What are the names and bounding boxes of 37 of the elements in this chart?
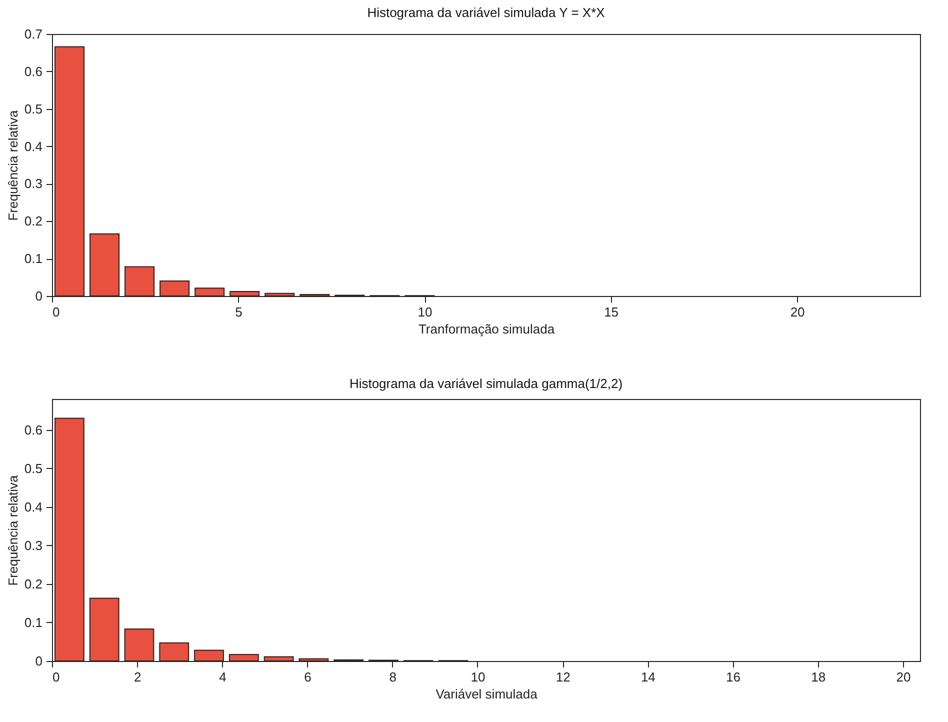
- x-tick-label: 5: [235, 304, 242, 320]
- y-tick-label: 0.5: [24, 101, 42, 116]
- chart-title: Histograma da variável simulada Y = X*X: [367, 5, 606, 20]
- x-axis-title: Tranformação simulada: [418, 322, 556, 336]
- x-tick-label: 6: [304, 670, 312, 684]
- x-tick-label: 20: [790, 304, 805, 320]
- x-axis-title: Variável simulada: [436, 686, 538, 702]
- y-axis-title: Frequência relativa: [5, 474, 20, 586]
- x-tick-label: 8: [389, 670, 397, 684]
- y-tick-label: 0.2: [24, 576, 42, 592]
- y-tick-label: 0.4: [24, 138, 42, 154]
- y-tick-label: 0.3: [24, 538, 42, 553]
- y-tick-label: 0.1: [24, 251, 42, 266]
- x-tick-label: 12: [556, 670, 570, 684]
- x-tick-label: 14: [640, 670, 656, 684]
- y-tick-label: 0.4: [24, 499, 42, 514]
- x-tick-label: 20: [896, 670, 911, 684]
- chart-title: Histograma da variável simulada gamma(1/2,2): [349, 376, 623, 391]
- y-tick-label: 0.3: [24, 176, 42, 192]
- y-tick-label: 0.2: [24, 214, 42, 229]
- y-tick-label: 0: [35, 654, 42, 668]
- x-tick-label: 10: [418, 304, 432, 320]
- x-tick-label: 18: [811, 670, 826, 684]
- x-tick-label: 2: [134, 670, 142, 684]
- x-tick-label: 4: [219, 670, 226, 684]
- x-tick-label: 10: [470, 670, 486, 684]
- y-tick-label: 0: [35, 288, 42, 304]
- y-tick-label: 0.1: [24, 614, 42, 630]
- y-tick-label: 0.6: [24, 64, 42, 79]
- x-tick-label: 16: [726, 670, 741, 684]
- y-tick-label: 0.6: [24, 422, 42, 438]
- y-tick-label: 0.7: [24, 26, 42, 42]
- y-axis-title: Frequência relativa: [5, 109, 20, 221]
- x-tick-label: 15: [604, 304, 619, 320]
- x-tick-label: 0: [52, 304, 60, 320]
- y-tick-label: 0.5: [24, 460, 42, 476]
- x-tick-label: 0: [52, 670, 60, 684]
